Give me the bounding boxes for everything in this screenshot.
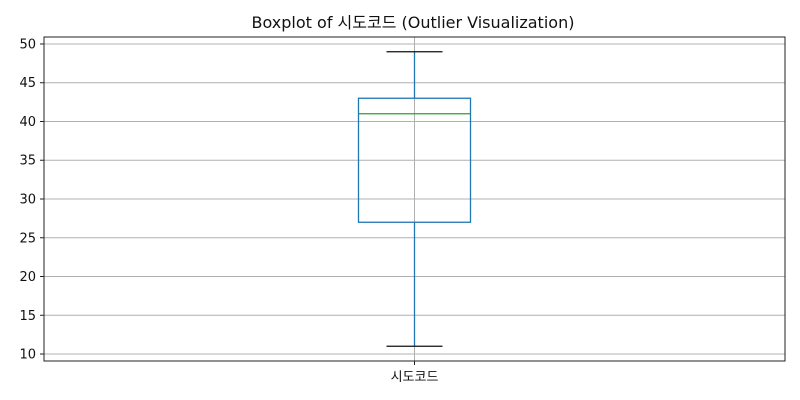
y-tick-label: 10 [19,348,36,363]
y-tick-label: 35 [19,154,36,169]
plot-frame [43,36,786,362]
y-tick-label: 45 [19,76,36,91]
y-tick-label: 40 [19,115,36,130]
plot-area: 10 15 20 25 30 35 40 45 50 시도코드 [19,36,786,385]
y-tick-label: 20 [19,270,36,285]
iqr-box [357,97,472,223]
chart-title: Boxplot of 시도코드 (Outlier Visualization) [252,13,575,32]
y-tick-label: 25 [19,231,36,246]
y-tick-label: 30 [19,193,36,208]
x-tick-label: 시도코드 [391,370,439,385]
y-tick-label: 15 [19,309,36,324]
y-tick-label: 50 [19,37,36,52]
